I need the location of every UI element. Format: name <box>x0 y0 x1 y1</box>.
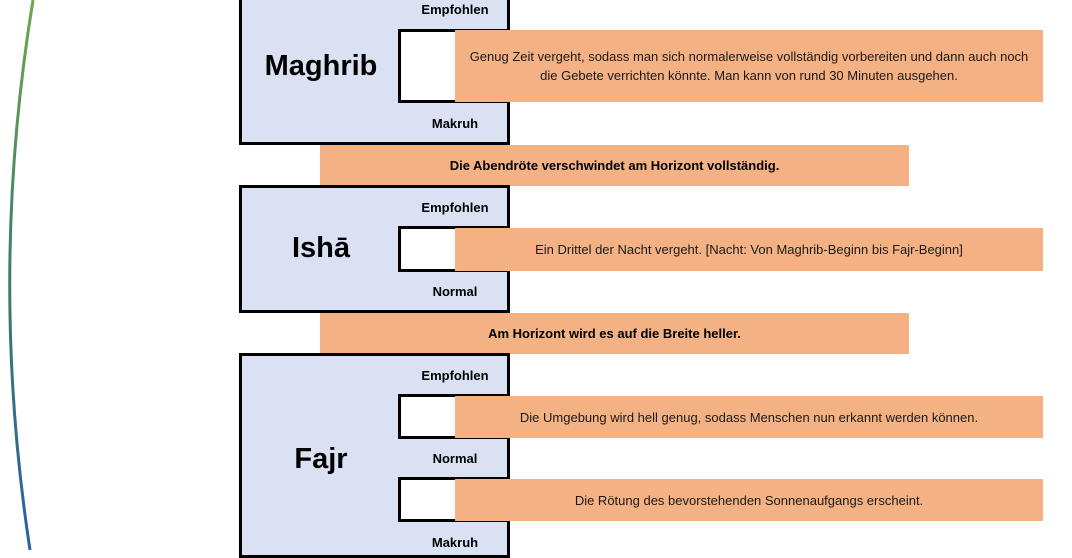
maghrib-description: Genug Zeit vergeht, sodass man sich norm… <box>455 30 1043 102</box>
isha-title: Ishā <box>291 232 351 264</box>
maghrib-phase-makruh: Makruh <box>431 116 479 131</box>
fajr-title: Fajr <box>294 443 348 475</box>
fajr-description-1: Die Umgebung wird hell genug, sodass Men… <box>455 396 1043 438</box>
isha-description: Ein Drittel der Nacht vergeht. [Nacht: V… <box>455 228 1043 271</box>
maghrib-phase-recommended: Empfohlen <box>421 2 489 17</box>
isha-phase-normal: Normal <box>432 284 478 299</box>
transition-isha-fajr: Am Horizont wird es auf die Breite helle… <box>320 313 909 354</box>
transition-maghrib-isha: Die Abendröte verschwindet am Horizont v… <box>320 145 909 186</box>
fajr-phase-makruh: Makruh <box>431 535 479 550</box>
fajr-description-2: Die Rötung des bevorstehenden Sonnenaufg… <box>455 479 1043 521</box>
timeline-arc <box>8 0 35 550</box>
maghrib-title: Maghrib <box>264 50 378 82</box>
fajr-phase-recommended: Empfohlen <box>421 368 489 383</box>
fajr-phase-normal: Normal <box>432 451 478 466</box>
isha-phase-recommended: Empfohlen <box>421 200 489 215</box>
